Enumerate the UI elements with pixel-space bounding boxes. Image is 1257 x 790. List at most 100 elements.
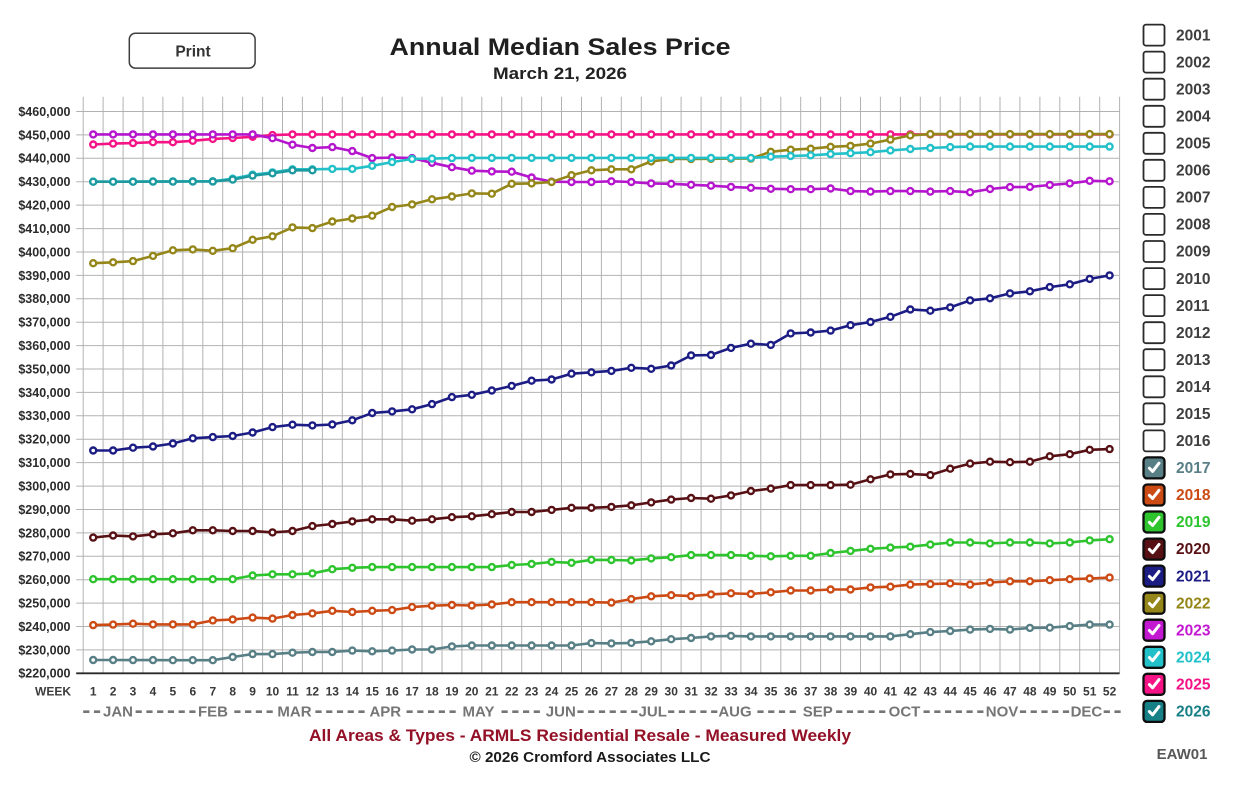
svg-text:51: 51 [1083,685,1097,699]
svg-text:$260,000: $260,000 [18,573,70,587]
svg-text:2026: 2026 [1176,704,1211,721]
svg-text:40: 40 [864,685,878,699]
svg-text:$380,000: $380,000 [18,292,70,306]
svg-text:© 2026 Cromford Associates LLC: © 2026 Cromford Associates LLC [470,750,712,766]
svg-text:$270,000: $270,000 [18,550,70,564]
svg-text:$320,000: $320,000 [18,433,70,447]
svg-text:$230,000: $230,000 [18,643,70,657]
svg-text:$340,000: $340,000 [18,386,70,400]
svg-text:17: 17 [405,685,419,699]
svg-text:MAY: MAY [463,704,495,721]
svg-text:$430,000: $430,000 [18,175,70,189]
svg-text:8: 8 [229,685,236,699]
svg-text:$290,000: $290,000 [18,503,70,517]
svg-text:50: 50 [1063,685,1077,699]
svg-text:35: 35 [764,685,778,699]
svg-text:45: 45 [963,685,977,699]
svg-text:24: 24 [545,685,559,699]
svg-text:46: 46 [983,685,997,699]
svg-text:$240,000: $240,000 [18,620,70,634]
svg-text:2010: 2010 [1176,271,1210,288]
svg-text:34: 34 [744,685,758,699]
svg-text:$450,000: $450,000 [18,128,70,142]
svg-text:30: 30 [665,685,679,699]
svg-text:$220,000: $220,000 [18,667,70,681]
svg-text:$300,000: $300,000 [18,480,70,494]
svg-text:15: 15 [366,685,380,699]
svg-text:2003: 2003 [1176,81,1211,98]
svg-text:2005: 2005 [1176,136,1211,153]
svg-text:13: 13 [326,685,340,699]
svg-text:2020: 2020 [1176,541,1210,558]
svg-text:23: 23 [525,685,539,699]
svg-text:$330,000: $330,000 [18,409,70,423]
svg-text:10: 10 [266,685,280,699]
svg-text:$370,000: $370,000 [18,316,70,330]
svg-text:2008: 2008 [1176,217,1211,234]
svg-text:2021: 2021 [1176,568,1211,585]
svg-text:32: 32 [704,685,718,699]
svg-text:28: 28 [625,685,639,699]
svg-text:2: 2 [110,685,117,699]
svg-text:$250,000: $250,000 [18,597,70,611]
svg-text:2015: 2015 [1176,406,1211,423]
svg-text:$280,000: $280,000 [18,526,70,540]
svg-text:31: 31 [684,685,698,699]
svg-text:Annual Median Sales Price: Annual Median Sales Price [390,34,731,61]
svg-text:WEEK: WEEK [35,685,71,699]
svg-text:9: 9 [249,685,256,699]
svg-text:20: 20 [465,685,479,699]
svg-text:2004: 2004 [1176,109,1211,126]
svg-text:47: 47 [1003,685,1017,699]
svg-text:$460,000: $460,000 [18,105,70,119]
svg-text:JUN: JUN [546,704,576,721]
svg-text:14: 14 [346,685,360,699]
svg-text:11: 11 [286,685,299,699]
svg-text:March 21, 2026: March 21, 2026 [493,64,627,83]
svg-text:36: 36 [784,685,798,699]
svg-text:27: 27 [605,685,619,699]
svg-text:$360,000: $360,000 [18,339,70,353]
svg-text:26: 26 [585,685,599,699]
svg-text:16: 16 [385,685,399,699]
svg-text:2018: 2018 [1176,487,1211,504]
svg-text:4: 4 [150,685,157,699]
svg-text:2012: 2012 [1176,325,1210,342]
svg-text:2013: 2013 [1176,352,1211,369]
svg-text:2022: 2022 [1176,595,1210,612]
svg-text:38: 38 [824,685,838,699]
svg-text:2006: 2006 [1176,163,1211,180]
svg-text:$400,000: $400,000 [18,245,70,259]
svg-text:All Areas & Types - ARMLS Resi: All Areas & Types - ARMLS Residential Re… [309,727,852,745]
svg-text:$310,000: $310,000 [18,456,70,470]
svg-text:2007: 2007 [1176,190,1210,207]
svg-text:49: 49 [1043,685,1057,699]
svg-text:AUG: AUG [718,704,751,721]
svg-text:3: 3 [130,685,137,699]
svg-text:5: 5 [170,685,177,699]
svg-text:$420,000: $420,000 [18,199,70,213]
svg-text:37: 37 [804,685,818,699]
svg-text:52: 52 [1103,685,1117,699]
svg-text:1: 1 [90,685,97,699]
svg-text:NOV: NOV [986,704,1019,721]
svg-text:44: 44 [944,685,958,699]
svg-text:48: 48 [1023,685,1037,699]
svg-text:22: 22 [505,685,519,699]
svg-text:12: 12 [306,685,320,699]
svg-text:18: 18 [425,685,439,699]
svg-text:2014: 2014 [1176,379,1211,396]
svg-text:$410,000: $410,000 [18,222,70,236]
svg-text:33: 33 [724,685,738,699]
svg-text:39: 39 [844,685,858,699]
svg-text:$440,000: $440,000 [18,152,70,166]
svg-text:MAR: MAR [277,704,311,721]
svg-text:19: 19 [445,685,459,699]
svg-text:2024: 2024 [1176,649,1211,666]
svg-text:2011: 2011 [1176,298,1210,315]
svg-text:2002: 2002 [1176,54,1210,71]
svg-text:2009: 2009 [1176,244,1211,261]
svg-text:2017: 2017 [1176,460,1210,477]
svg-text:42: 42 [904,685,918,699]
svg-text:$390,000: $390,000 [18,269,70,283]
